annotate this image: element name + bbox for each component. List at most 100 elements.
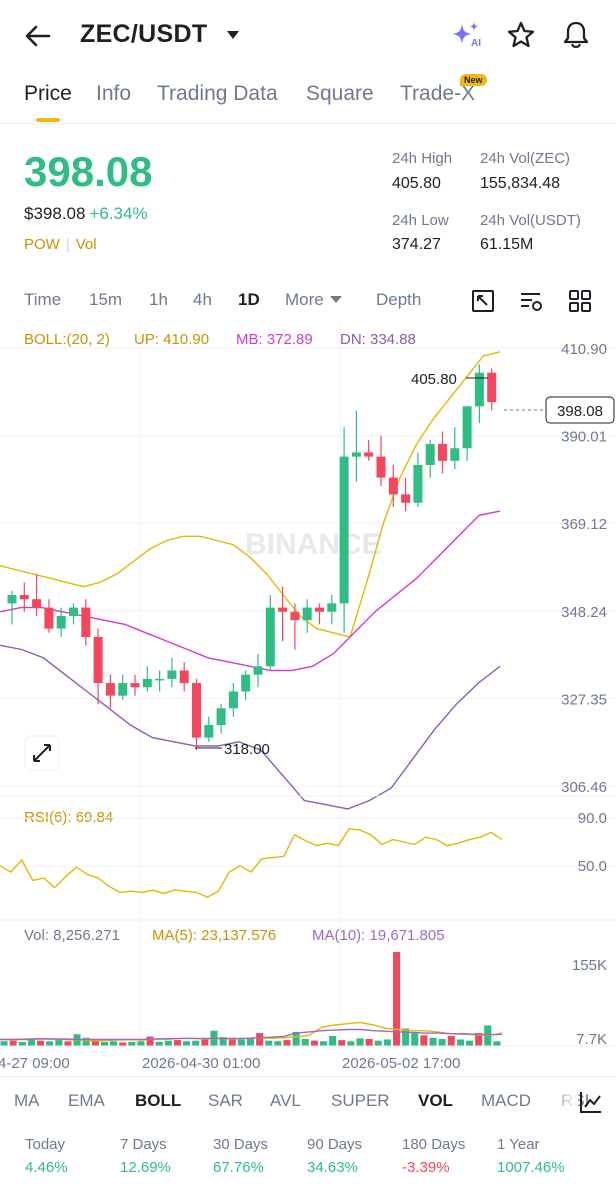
interval-more-label: More	[285, 290, 324, 309]
ind-tab-macd[interactable]: MACD	[481, 1091, 532, 1110]
ind-tab-avl[interactable]: AVL	[270, 1091, 301, 1110]
candle-body	[290, 611, 300, 621]
low-24h-label: 24h Low	[392, 212, 449, 229]
ind-tab-vol[interactable]: VOL	[418, 1091, 453, 1110]
volume-bar	[393, 952, 401, 1046]
tab-trade-x[interactable]: Trade-X	[400, 82, 476, 105]
volume-bar	[374, 1040, 382, 1046]
notification-bell-icon[interactable]	[560, 19, 592, 51]
perf-label-180d: 180 Days	[402, 1136, 466, 1153]
ai-sparkle-icon[interactable]: AI	[450, 20, 484, 50]
volume-bar	[37, 1040, 45, 1046]
vol-base-label: 24h Vol(ZEC)	[480, 150, 571, 167]
fullscreen-toggle-icon[interactable]	[470, 288, 496, 314]
vol-base-value: 155,834.48	[480, 175, 561, 192]
max-price-marker: 405.80	[411, 371, 457, 388]
last-price: 398.08	[24, 148, 153, 195]
interval-1d[interactable]: 1D	[238, 290, 260, 309]
depth-tab[interactable]: Depth	[376, 290, 422, 309]
candle-body	[56, 615, 66, 629]
volume-bar	[246, 1037, 254, 1046]
ind-tab-sar[interactable]: SAR	[208, 1091, 243, 1110]
candle-body	[388, 477, 398, 495]
chart-settings-icon[interactable]	[518, 288, 544, 314]
candle-body	[302, 607, 312, 621]
volume-bar	[219, 1037, 227, 1046]
expand-chart-button[interactable]	[24, 735, 60, 771]
candle-body	[462, 406, 472, 449]
top-bar: ZEC/USDT AI	[0, 0, 616, 70]
volume-bar	[283, 1040, 291, 1046]
volume-bar	[320, 1041, 328, 1046]
vol-tick-label: 7.7K	[576, 1031, 607, 1048]
pair-dropdown-icon[interactable]	[226, 30, 240, 40]
price-tick-label: 410.90	[561, 341, 607, 358]
indicator-tabs: MA EMA BOLL SAR AVL SUPER VOL MACD RSI	[0, 1076, 616, 1126]
kline-chart[interactable]: BINANCE 410.90 390.01 369.12 348.24 327.35 30…	[0, 322, 616, 1076]
volume-bar	[201, 1038, 209, 1046]
rsi-tick-label: 50.0	[578, 858, 607, 875]
price-tick-label: 390.01	[561, 429, 607, 446]
volume-bar	[447, 1036, 455, 1046]
active-tab-indicator	[36, 118, 60, 122]
low-24h-value: 374.27	[392, 236, 441, 253]
volume-bar	[82, 1037, 90, 1046]
tab-trading-data[interactable]: Trading Data	[157, 82, 278, 105]
candle-body	[278, 607, 288, 612]
candle-body	[265, 607, 275, 667]
price-change-pct: +6.34%	[89, 204, 148, 223]
candle-body	[118, 683, 128, 696]
boll-up-value: UP: 410.90	[134, 331, 209, 348]
price-tick-label: 327.35	[561, 691, 607, 708]
perf-value-90d: 34.63%	[307, 1159, 358, 1176]
volume-bar	[274, 1041, 282, 1046]
volume-bar	[55, 1040, 63, 1046]
tab-price[interactable]: Price	[24, 82, 72, 105]
tag-pow[interactable]: POW	[24, 236, 60, 253]
price-axis: 410.90 390.01 369.12 348.24 327.35 306.46	[561, 341, 607, 796]
volume-bar	[292, 1031, 300, 1046]
ind-tab-ema[interactable]: EMA	[68, 1091, 105, 1110]
candle-body	[401, 494, 411, 503]
volume-bar	[192, 1040, 200, 1046]
ind-tab-ma[interactable]: MA	[14, 1091, 40, 1110]
vol-ma5-label: MA(5): 23,137.576	[152, 927, 276, 944]
time-tick-label: 2026-05-02 17:00	[342, 1055, 460, 1072]
interval-4h[interactable]: 4h	[193, 290, 212, 309]
main-tabs: Price Info Trading Data Square Trade-X N…	[0, 74, 616, 124]
candle-body	[167, 670, 177, 679]
perf-label-7d: 7 Days	[120, 1136, 167, 1153]
perf-label-1y: 1 Year	[497, 1136, 540, 1153]
layout-grid-icon[interactable]	[567, 288, 593, 314]
favorite-star-icon[interactable]	[506, 20, 536, 50]
volume-bar	[265, 1040, 273, 1046]
high-24h-value: 405.80	[392, 175, 441, 192]
ind-tab-super[interactable]: SUPER	[331, 1091, 390, 1110]
interval-bar: Time 15m 1h 4h 1D More Depth	[0, 282, 616, 318]
vol-quote-value: 61.15M	[480, 236, 534, 253]
tab-info[interactable]: Info	[96, 82, 132, 105]
vol-label: Vol: 8,256.271	[24, 927, 120, 944]
pair-title[interactable]: ZEC/USDT	[80, 20, 208, 48]
indicator-settings-icon[interactable]	[578, 1089, 604, 1115]
interval-more[interactable]: More	[285, 290, 342, 310]
volume-bar	[128, 1041, 136, 1046]
tag-vol[interactable]: Vol	[75, 236, 97, 253]
tab-square[interactable]: Square	[306, 82, 374, 105]
volume-bar	[402, 1028, 410, 1046]
volume-bar	[411, 1033, 419, 1046]
volume-bar	[173, 1040, 181, 1046]
candle-body	[142, 678, 152, 688]
back-arrow-icon[interactable]	[22, 20, 54, 52]
volume-bar	[329, 1036, 337, 1046]
interval-time[interactable]: Time	[24, 290, 62, 309]
candle-body	[376, 456, 386, 478]
candle-body	[413, 465, 423, 503]
volume-bar	[438, 1039, 446, 1046]
volume-bar	[119, 1042, 127, 1046]
interval-15m[interactable]: 15m	[89, 290, 123, 309]
interval-1h[interactable]: 1h	[149, 290, 168, 309]
ind-tab-boll[interactable]: BOLL	[135, 1091, 182, 1110]
candle-body	[351, 452, 361, 457]
volume-bar	[91, 1040, 99, 1046]
